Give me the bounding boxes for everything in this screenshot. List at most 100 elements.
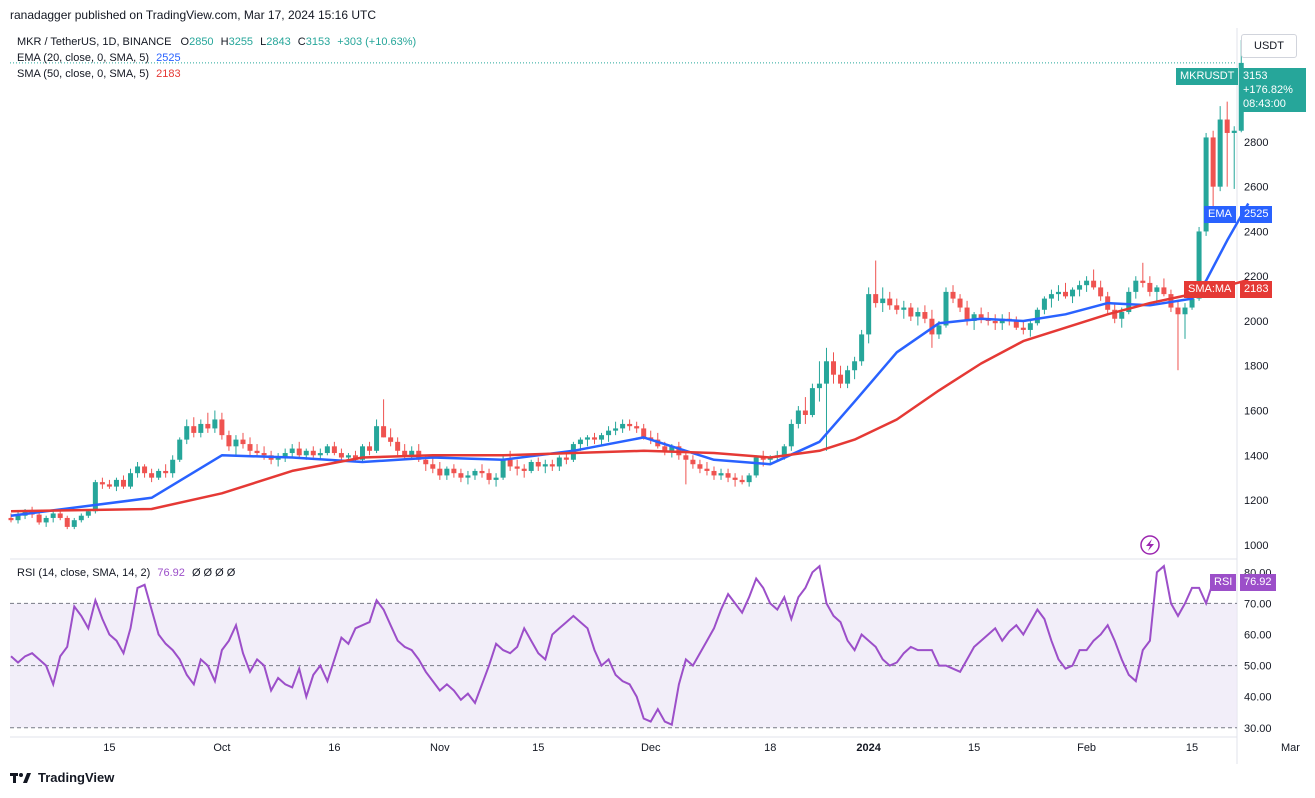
candle-body	[465, 475, 471, 478]
candle-body	[1133, 280, 1139, 292]
candle-body	[43, 517, 49, 523]
rsi-tag-value: 76.92	[1240, 574, 1276, 591]
candle-body	[746, 475, 752, 483]
candle-body	[1020, 327, 1026, 330]
candle-body	[212, 419, 218, 429]
tradingview-footer[interactable]: TradingView	[10, 770, 114, 785]
candle-body	[690, 459, 696, 465]
price-tick-label: 2400	[1244, 226, 1268, 238]
rsi-legend-label: RSI (14, close, SMA, 14, 2)	[17, 567, 151, 579]
candle-body	[535, 461, 541, 467]
last-price-value: 3153	[1243, 70, 1268, 82]
price-tick-label: 1800	[1244, 361, 1268, 373]
sma-legend-label: SMA (50, close, 0, SMA, 5)	[17, 68, 150, 80]
candle-body	[1196, 231, 1202, 299]
candle-body	[577, 439, 583, 445]
candle-body	[845, 370, 851, 384]
candle-body	[620, 423, 626, 429]
candle-body	[1013, 320, 1019, 328]
candle-body	[521, 468, 527, 471]
candle-body	[1027, 323, 1033, 330]
candle-body	[57, 513, 63, 518]
candle-body	[1084, 280, 1090, 286]
price-axis[interactable]: 1000 1200 1400 1600 1800 2000 2200 2400 2600 2800…	[1244, 47, 1268, 551]
candle-body	[584, 437, 590, 440]
candle-body	[1126, 291, 1132, 313]
candle-body	[135, 466, 141, 474]
candles-layer	[8, 40, 1244, 530]
candle-body	[324, 446, 330, 454]
candle-body	[317, 453, 323, 456]
price-tick-label: 2000	[1244, 316, 1268, 328]
price-tick-label: 1200	[1244, 495, 1268, 507]
sma-layer	[10, 278, 1249, 513]
candle-body	[254, 450, 260, 454]
candle-body	[852, 361, 858, 371]
candle-body	[1112, 309, 1118, 319]
candle-body	[788, 423, 794, 447]
candle-body	[859, 334, 865, 362]
low-value: 2843	[266, 36, 291, 48]
candle-body	[374, 426, 380, 451]
candle-body	[781, 446, 787, 456]
ema-legend-label: EMA (20, close, 0, SMA, 5)	[17, 52, 150, 64]
candle-body	[1175, 307, 1181, 315]
candle-body	[809, 388, 815, 415]
rsi-tag-label: RSI	[1210, 574, 1237, 591]
candle-body	[908, 307, 914, 317]
time-axis[interactable]: 15Oct16Nov15Dec18202415Feb15Mar18Ap	[103, 742, 1315, 754]
candle-body	[78, 515, 84, 521]
lightning-alert-icon[interactable]	[1140, 535, 1160, 555]
candle-body	[1070, 289, 1076, 297]
candle-body	[50, 513, 56, 518]
candle-body	[409, 450, 415, 456]
rsi-legend[interactable]: RSI (14, close, SMA, 14, 2) 76.92 Ø Ø Ø …	[17, 567, 235, 579]
time-tick-label: 15	[103, 742, 115, 754]
close-value: 3153	[305, 36, 331, 48]
candle-body	[683, 455, 689, 460]
candle-body	[444, 468, 450, 476]
candle-body	[395, 441, 401, 451]
ema-layer	[10, 202, 1250, 517]
candle-body	[360, 446, 365, 460]
candle-body	[1189, 298, 1195, 308]
candle-body	[528, 461, 534, 471]
time-tick-label: 18	[764, 742, 776, 754]
candle-body	[732, 477, 738, 480]
candle-body	[563, 457, 569, 460]
candle-body	[331, 446, 337, 454]
currency-unit-button[interactable]: USDT	[1241, 34, 1297, 58]
rsi-band-layer	[10, 602, 1237, 729]
price-tick-label: 1000	[1244, 540, 1268, 552]
price-tick-label: 1400	[1244, 450, 1268, 462]
candle-body	[85, 511, 91, 516]
rsi-tick-label: 70.00	[1244, 598, 1272, 610]
time-tick-label: Dec	[641, 742, 661, 754]
sma-legend-value: 2183	[156, 68, 181, 80]
candle-body	[1182, 307, 1188, 315]
candle-body	[613, 428, 619, 431]
candle-body	[113, 479, 119, 487]
last-price-tag: 3153 +176.82% 08:43:00	[1240, 68, 1306, 112]
candle-body	[64, 517, 70, 527]
candle-body	[247, 444, 253, 451]
symbol-pair[interactable]: MKR / TetherUS, 1D, BINANCE	[17, 36, 172, 48]
candle-body	[177, 439, 183, 460]
sma-legend[interactable]: SMA (50, close, 0, SMA, 5) 2183	[17, 68, 181, 80]
rsi-legend-extra: Ø Ø Ø Ø	[191, 567, 236, 579]
symbol-legend[interactable]: MKR / TetherUS, 1D, BINANCE O2850 H3255 …	[17, 36, 416, 48]
candle-body	[725, 473, 731, 478]
candle-body	[873, 294, 879, 304]
price-tick-label: 2200	[1244, 271, 1268, 283]
ema-legend[interactable]: EMA (20, close, 0, SMA, 5) 2525	[17, 52, 181, 64]
candle-body	[106, 484, 112, 487]
sma50-line	[10, 278, 1249, 513]
candle-body	[992, 320, 998, 324]
candle-body	[303, 450, 309, 456]
candle-body	[352, 455, 358, 460]
candle-body	[964, 307, 970, 321]
low-label: L	[260, 36, 267, 48]
candle-body	[922, 312, 928, 319]
